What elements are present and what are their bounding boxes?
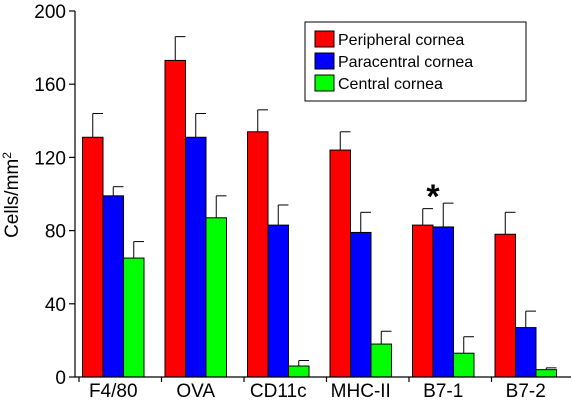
bar xyxy=(267,224,289,378)
bar xyxy=(164,59,186,378)
y-tick-label: 160 xyxy=(34,75,66,96)
bar xyxy=(288,365,310,378)
x-tick-label: MHC-II xyxy=(331,381,391,400)
bar xyxy=(247,131,269,378)
bars-layer xyxy=(82,36,557,378)
bar xyxy=(535,369,557,378)
y-tick-label: 200 xyxy=(34,2,66,23)
legend-box xyxy=(304,21,527,102)
annotations-layer: * xyxy=(426,178,440,216)
x-tick-label: F4/80 xyxy=(89,381,138,400)
y-tick-label: 0 xyxy=(55,368,66,389)
bar xyxy=(82,136,104,378)
legend-swatch xyxy=(314,74,335,92)
axes-layer: 0 40 80 120 160 200 F4/80 OVA CD11c MHC-II B7-1 B7-… xyxy=(34,2,571,400)
bar xyxy=(329,149,351,378)
significance-asterisk: * xyxy=(426,178,440,216)
bar xyxy=(350,231,372,378)
x-tick-label: B7-2 xyxy=(506,381,546,400)
legend-swatch xyxy=(314,30,335,48)
bar xyxy=(412,224,434,378)
y-tick-label: 40 xyxy=(45,295,66,316)
legend-label: Paracentral cornea xyxy=(338,54,473,71)
legend: Peripheral cornea Paracentral cornea Centr… xyxy=(304,21,527,102)
bar xyxy=(370,343,392,378)
x-tick-label: OVA xyxy=(176,381,215,400)
bar xyxy=(515,327,537,378)
bar xyxy=(205,217,227,378)
legend-label: Peripheral cornea xyxy=(338,32,464,49)
x-tick-label: B7-1 xyxy=(423,381,463,400)
bar xyxy=(185,136,207,378)
bar xyxy=(453,352,475,378)
y-tick-label: 120 xyxy=(34,148,66,169)
legend-swatch xyxy=(314,52,335,70)
bar xyxy=(102,195,124,378)
bar xyxy=(123,257,145,378)
y-tick-label: 80 xyxy=(45,222,66,243)
bar xyxy=(494,233,516,378)
x-tick-label: CD11c xyxy=(250,381,307,400)
bar xyxy=(432,226,454,378)
legend-label: Central cornea xyxy=(338,76,443,93)
y-axis-title: Cells/mm2 xyxy=(0,152,23,238)
